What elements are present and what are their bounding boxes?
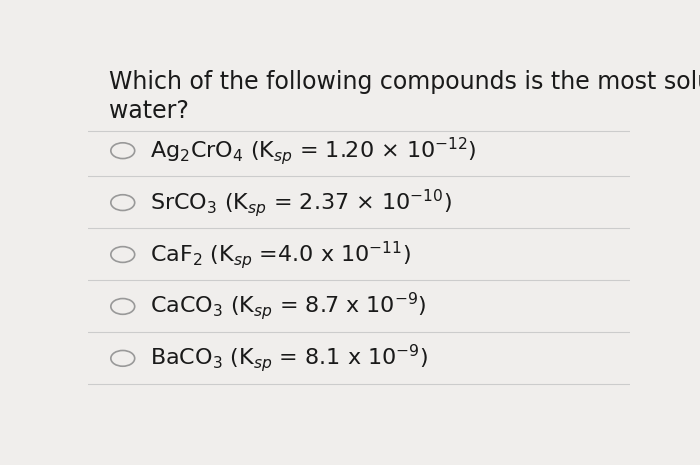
Text: Ag$_2$CrO$_4$ (K$_{sp}$ = 1.20 $\times$ 10$^{-12}$): Ag$_2$CrO$_4$ (K$_{sp}$ = 1.20 $\times$ … bbox=[150, 135, 477, 166]
Text: BaCO$_3$ (K$_{sp}$ = 8.1 x 10$^{-9}$): BaCO$_3$ (K$_{sp}$ = 8.1 x 10$^{-9}$) bbox=[150, 342, 428, 374]
Text: CaF$_2$ (K$_{sp}$ =4.0 x 10$^{-11}$): CaF$_2$ (K$_{sp}$ =4.0 x 10$^{-11}$) bbox=[150, 239, 411, 271]
Text: water?: water? bbox=[109, 100, 189, 124]
Text: CaCO$_3$ (K$_{sp}$ = 8.7 x 10$^{-9}$): CaCO$_3$ (K$_{sp}$ = 8.7 x 10$^{-9}$) bbox=[150, 291, 426, 322]
Text: SrCO$_3$ (K$_{sp}$ = 2.37 $\times$ 10$^{-10}$): SrCO$_3$ (K$_{sp}$ = 2.37 $\times$ 10$^{… bbox=[150, 186, 452, 219]
Text: Which of the following compounds is the most soluble in: Which of the following compounds is the … bbox=[109, 70, 700, 94]
